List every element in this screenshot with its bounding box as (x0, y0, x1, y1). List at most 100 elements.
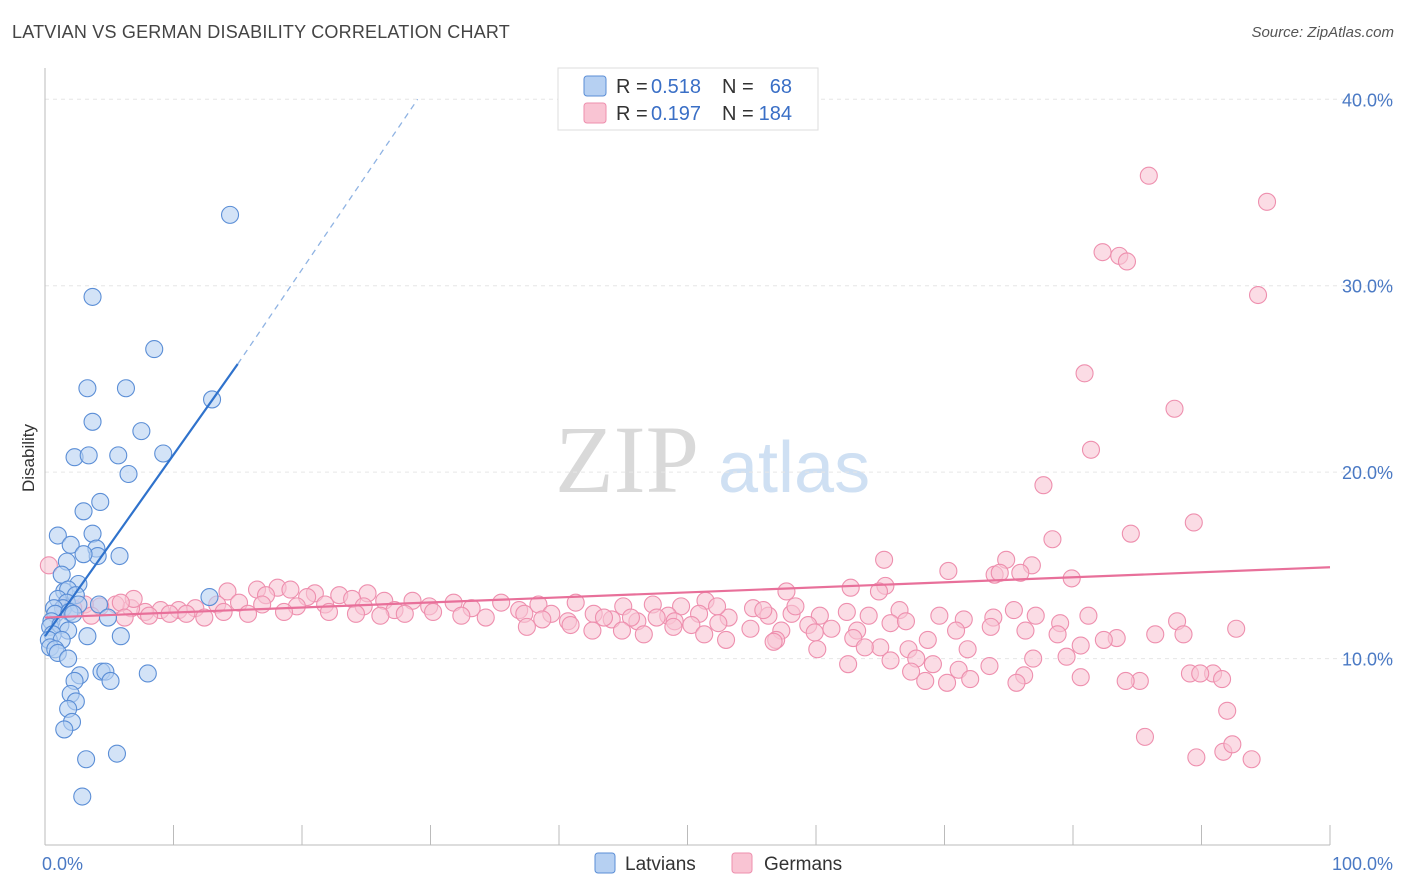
germans-point (1048, 625, 1067, 644)
germans-point (594, 608, 614, 627)
y-tick-label: 20.0% (1342, 463, 1393, 483)
germans-point (1218, 701, 1237, 720)
germans-point (961, 670, 980, 689)
germans-point (930, 606, 949, 625)
legend-n-label-germans: N = (722, 103, 754, 125)
germans-point (1026, 606, 1045, 625)
latvians-point (83, 412, 102, 431)
y-tick-label: 40.0% (1342, 90, 1393, 110)
axes (44, 68, 1331, 846)
germans-point (695, 625, 714, 644)
y-tick-label: 30.0% (1342, 277, 1393, 297)
latvians-point (73, 787, 92, 806)
germans-point (939, 561, 958, 581)
x-tick-label: 0.0% (42, 854, 83, 874)
bottom-legend-latvians: Latvians (625, 854, 696, 875)
germans-point (1004, 601, 1023, 620)
source-label: Source: ZipAtlas.com (1251, 24, 1394, 41)
germans-point (561, 615, 580, 635)
germans-point (1187, 748, 1206, 767)
germans-point (947, 621, 966, 640)
germans-point (869, 582, 889, 601)
tick-labels: 10.0% 20.0% 30.0% 40.0% 0.0% 100.0% (42, 90, 1393, 874)
germans-point (1117, 252, 1137, 271)
germans-point (1184, 513, 1203, 532)
y-tick-label: 10.0% (1342, 650, 1393, 670)
germans-point (716, 630, 736, 649)
germans-trend-line (44, 566, 1331, 619)
bottom-legend-germans: Germans (764, 854, 842, 875)
germans-point (958, 640, 977, 659)
latvians-point (64, 604, 83, 623)
germans-point (1121, 524, 1140, 543)
germans-point (672, 597, 691, 616)
germans-point (981, 617, 1000, 636)
germans-point (238, 604, 258, 623)
germans-point (1034, 476, 1053, 495)
chart-title: LATVIAN VS GERMAN DISABILITY CORRELATION… (12, 22, 510, 42)
latvians-point (138, 664, 157, 683)
latvians-point (83, 524, 102, 543)
germans-point (476, 608, 495, 627)
latvians-point (89, 595, 109, 614)
germans-point (1248, 285, 1268, 305)
germans-point (841, 578, 860, 597)
germans-point (195, 608, 214, 627)
germans-point (881, 614, 900, 633)
germans-point (492, 593, 511, 612)
latvians-trend-line (44, 363, 239, 637)
germans-point (664, 617, 683, 636)
germans-point (1007, 673, 1026, 692)
legend-swatch-latvians (583, 75, 607, 97)
latvians-point (145, 340, 164, 359)
germans-point (916, 671, 935, 690)
latvians-point (116, 379, 136, 398)
latvians-point (83, 287, 102, 306)
legend: R = 0.518 N = 68 R = 0.197 N = 184 (557, 67, 819, 131)
latvians-point (101, 671, 120, 690)
germans-point (111, 593, 130, 612)
germans-point (1165, 399, 1184, 418)
germans-point (634, 625, 653, 644)
germans-point (177, 604, 196, 623)
latvians-point (111, 627, 130, 646)
germans-point (938, 673, 957, 692)
latvians-point (78, 379, 97, 398)
germans-point (517, 617, 536, 636)
germans-point (1223, 735, 1242, 754)
latvians-point (74, 545, 93, 564)
germans-point (281, 580, 300, 599)
watermark-zip: ZIP (555, 406, 699, 513)
germans-point (1081, 440, 1101, 459)
latvians-point (107, 744, 127, 763)
latvians-point (61, 535, 80, 554)
germans-point (682, 615, 701, 635)
latvians-point (132, 422, 151, 441)
germans-point (395, 604, 414, 623)
latvians-point (200, 587, 219, 607)
germans-point (1242, 750, 1261, 769)
latvians-point (110, 546, 129, 566)
germans-point (566, 593, 585, 612)
germans-point (533, 610, 552, 629)
legend-r-label-latvians: R = (616, 76, 648, 98)
germans-point (274, 602, 294, 622)
germans-point (805, 623, 824, 642)
germans-point (1146, 625, 1165, 644)
germans-point (839, 655, 858, 674)
germans-point (786, 597, 805, 616)
germans-point (319, 602, 339, 622)
germans-point (980, 656, 999, 676)
germans-point (1094, 630, 1113, 649)
germans-point (1057, 647, 1076, 666)
germans-point (808, 640, 827, 659)
germans-point (918, 630, 937, 649)
germans-point (1079, 606, 1098, 625)
germans-point (1139, 166, 1158, 185)
legend-r-value-latvians: 0.518 (651, 76, 701, 98)
germans-point (1116, 671, 1135, 690)
germans-point (1135, 727, 1155, 746)
germans-point (39, 556, 58, 575)
germans-point (424, 602, 443, 622)
latvians-point (48, 526, 67, 545)
